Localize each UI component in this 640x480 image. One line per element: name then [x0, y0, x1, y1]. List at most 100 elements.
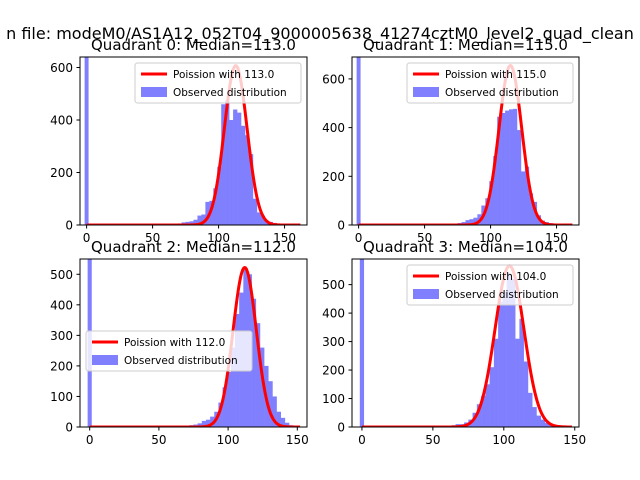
histogram-bar — [221, 104, 226, 225]
histogram-bar — [197, 215, 202, 225]
histogram-bar — [248, 154, 254, 225]
histogram-bar — [536, 415, 541, 427]
legend-label-poisson: Poission with 113.0 — [173, 69, 274, 81]
histogram-bar — [523, 361, 529, 427]
x-tick-label: 100 — [207, 231, 230, 245]
histogram-bar — [197, 423, 203, 427]
figure-suptitle: n file: modeM0/AS1A12_052T04_9000005638_… — [6, 24, 634, 44]
histogram-bar — [241, 125, 246, 225]
subplot-title: Quadrant 2: Median=112.0 — [91, 238, 296, 256]
y-tick-label: 300 — [322, 335, 345, 349]
subplot-quadrant-3: 0 50 100 150 0 100 200 300 400 500 Quadrant 3: Med… — [322, 238, 586, 447]
histogram-bar — [524, 166, 530, 225]
histogram-bar — [493, 156, 498, 225]
x-tick-label: 150 — [563, 433, 586, 447]
x-tick-label: 100 — [479, 231, 502, 245]
histogram-bar — [201, 214, 206, 225]
histogram-bar — [497, 116, 502, 225]
histogram-bar — [481, 395, 486, 427]
legend-label-poisson: Poission with 112.0 — [124, 337, 225, 349]
subplot-title: Quadrant 0: Median=113.0 — [91, 36, 296, 54]
axes-frame — [79, 258, 308, 428]
legend: Poission with 113.0 Observed distribution — [134, 62, 302, 104]
axes-frame — [79, 56, 308, 226]
histogram-bar-zero — [359, 259, 365, 427]
histogram-bar — [485, 384, 490, 427]
histogram-bar — [222, 387, 228, 427]
histogram-bar — [465, 220, 470, 225]
histogram-bar — [280, 417, 286, 427]
y-tick-label: 400 — [50, 298, 73, 312]
legend: Poission with 115.0 Observed distribution — [406, 62, 574, 104]
y-tick-label: 200 — [50, 359, 73, 373]
x-tick-label: 50 — [145, 231, 160, 245]
histogram-bar — [527, 392, 533, 427]
histogram-bar — [205, 201, 210, 225]
histogram-bar — [218, 402, 223, 427]
y-tick-label: 400 — [322, 307, 345, 321]
y-tick-label: 100 — [50, 390, 73, 404]
histogram-bar — [213, 188, 218, 225]
histogram-bar — [493, 338, 499, 427]
axes-frame — [351, 56, 580, 226]
legend-label-observed: Observed distribution — [445, 289, 559, 301]
y-tick-label: 500 — [322, 278, 345, 292]
y-tick-label: 400 — [50, 114, 73, 128]
histogram-bar — [476, 404, 482, 427]
histogram-bar — [485, 198, 490, 225]
x-tick-label: 0 — [358, 433, 366, 447]
histogram-bar — [520, 171, 526, 225]
histogram-bar — [225, 100, 230, 225]
legend-bar-swatch — [413, 289, 439, 299]
subplot-quadrant-0: 0 50 100 150 0 200 400 600 Quadrant 0: Median=11… — [50, 36, 308, 245]
x-tick-label: 0 — [83, 231, 91, 245]
histogram-bar — [516, 130, 522, 225]
histogram-bar — [252, 198, 258, 225]
histogram-bar — [226, 372, 232, 427]
histogram-bar — [505, 110, 510, 225]
x-tick-label: 100 — [492, 433, 515, 447]
histogram-bar — [532, 407, 537, 427]
histogram-bar — [544, 423, 550, 427]
histogram-bar — [519, 318, 524, 427]
histogram-bar — [489, 181, 494, 225]
legend-bar-swatch — [141, 87, 167, 97]
histogram-bar — [259, 347, 265, 427]
subplot-title: Quadrant 1: Median=115.0 — [363, 36, 568, 54]
histogram-bar — [528, 193, 534, 225]
poisson-curve — [361, 264, 573, 427]
histogram-bar — [276, 411, 282, 427]
histogram-bar — [255, 323, 261, 427]
subplot-quadrant-2: 0 50 100 150 0 100 200 300 400 500 Quadrant 2: Med… — [50, 238, 309, 447]
histogram-bar — [501, 113, 506, 225]
y-tick-label: 500 — [50, 268, 73, 282]
x-tick-label: 50 — [151, 433, 166, 447]
x-tick-label: 50 — [425, 433, 440, 447]
histogram-bar — [272, 396, 277, 427]
x-tick-label: 100 — [217, 433, 240, 447]
legend-bar-swatch — [92, 355, 118, 365]
histogram-bar — [233, 109, 238, 225]
y-tick-label: 0 — [65, 421, 73, 435]
histogram-bar — [201, 420, 207, 427]
x-tick-label: 150 — [273, 231, 296, 245]
x-tick-label: 0 — [355, 231, 363, 245]
histogram-bar — [540, 419, 546, 427]
histogram-bar — [185, 221, 190, 225]
y-tick-label: 200 — [50, 166, 73, 180]
histogram-bar — [189, 221, 194, 225]
histogram-bar — [193, 219, 198, 225]
y-tick-label: 300 — [50, 329, 73, 343]
axes-frame — [351, 258, 580, 428]
y-tick-label: 600 — [322, 72, 345, 86]
histogram-bar — [510, 278, 516, 427]
plot-area — [359, 259, 573, 427]
x-tick-label: 0 — [86, 433, 94, 447]
legend-bar-swatch — [413, 87, 439, 97]
histogram-bar — [502, 291, 507, 427]
y-tick-label: 200 — [322, 170, 345, 184]
y-tick-label: 0 — [65, 219, 73, 233]
subplot-title: Quadrant 3: Median=104.0 — [363, 238, 568, 256]
x-tick-label: 150 — [286, 433, 309, 447]
